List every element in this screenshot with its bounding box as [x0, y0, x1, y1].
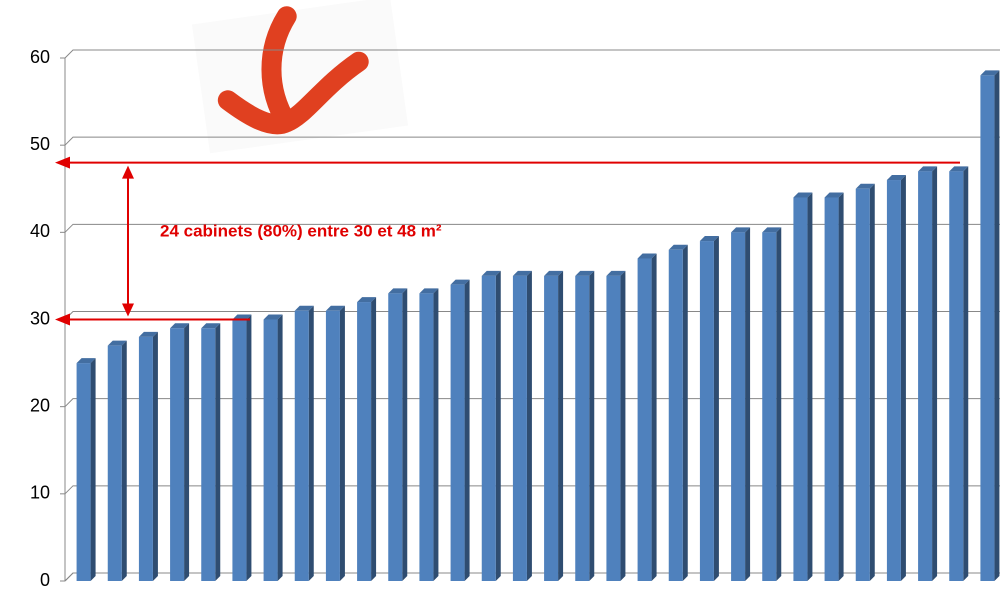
bar-side	[776, 227, 781, 581]
bar	[762, 232, 776, 581]
bar	[77, 363, 91, 581]
bar-side	[652, 253, 657, 581]
y-tick-label: 0	[40, 570, 50, 590]
bar	[918, 171, 932, 581]
bar-side	[901, 175, 906, 581]
bar	[575, 276, 589, 581]
bar	[700, 241, 714, 581]
bar	[825, 197, 839, 581]
bar-side	[527, 271, 532, 581]
bar-side	[184, 323, 189, 581]
y-tick-label: 20	[30, 395, 50, 415]
bar	[544, 276, 558, 581]
bar-side	[153, 332, 158, 581]
range-arrowhead	[122, 166, 134, 179]
bar	[731, 232, 745, 581]
bar-side	[340, 306, 345, 581]
arrow-background	[192, 0, 408, 153]
bar-side	[246, 315, 251, 582]
bar-side	[620, 271, 625, 581]
reference-arrowhead	[55, 157, 70, 169]
bar-side	[994, 70, 999, 581]
bar	[388, 293, 402, 581]
bar-side	[963, 166, 968, 581]
bar	[669, 250, 683, 581]
bar-side	[558, 271, 563, 581]
chart: 0 10 20 30 40 50 60 24 cabinets (80%) entre 30 …	[0, 0, 1000, 593]
y-tick-label: 30	[30, 308, 50, 328]
bar-side	[714, 236, 719, 581]
bar	[295, 311, 309, 581]
bar	[980, 75, 994, 581]
bar-side	[932, 166, 937, 581]
bar-side	[402, 288, 407, 581]
y-tick-label: 10	[30, 483, 50, 503]
bar	[108, 346, 122, 581]
bar-side	[839, 192, 844, 581]
bar	[793, 197, 807, 581]
reference-arrowhead	[55, 314, 70, 326]
bar	[232, 320, 246, 582]
bar	[264, 320, 278, 582]
bar-side	[870, 184, 875, 581]
bar	[451, 285, 465, 581]
bar	[856, 189, 870, 581]
bar-side	[496, 271, 501, 581]
y-tick-label: 40	[30, 221, 50, 241]
y-tick-label: 60	[30, 47, 50, 67]
bar-side	[371, 297, 376, 581]
bar-side	[683, 245, 688, 581]
y-tick-label: 50	[30, 134, 50, 154]
grid-line	[65, 137, 1000, 145]
bar	[949, 171, 963, 581]
bar-side	[122, 341, 127, 581]
range-arrowhead	[122, 304, 134, 317]
bar-side	[807, 192, 812, 581]
bar-side	[309, 306, 314, 581]
bar-side	[215, 323, 220, 581]
bar	[201, 328, 215, 581]
bar	[606, 276, 620, 581]
bar	[326, 311, 340, 581]
bar-side	[278, 315, 283, 582]
bar-side	[589, 271, 594, 581]
decorative-arrow	[192, 0, 408, 153]
bar	[170, 328, 184, 581]
bar	[482, 276, 496, 581]
annotation: 24 cabinets (80%) entre 30 et 48 m²	[160, 221, 442, 240]
bar	[638, 258, 652, 581]
bar-side	[91, 358, 96, 581]
bar-side	[745, 227, 750, 581]
bar-side	[433, 288, 438, 581]
bar-side	[465, 280, 470, 581]
bar	[139, 337, 153, 581]
bar	[513, 276, 527, 581]
bar	[419, 293, 433, 581]
bar	[357, 302, 371, 581]
bar	[887, 180, 901, 581]
